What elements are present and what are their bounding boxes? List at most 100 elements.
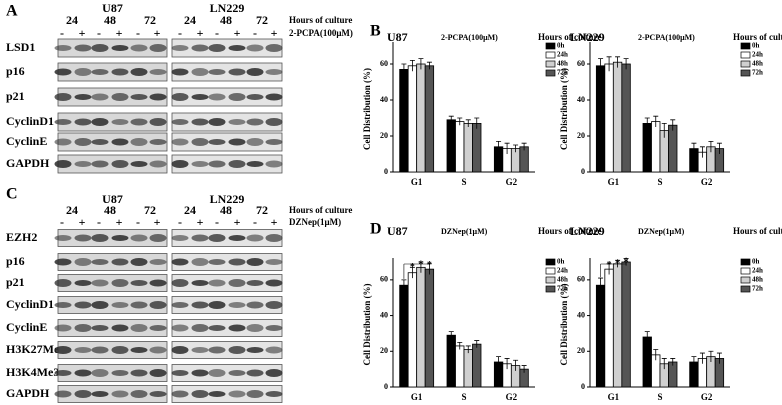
blot-band	[228, 302, 246, 308]
bar	[668, 361, 678, 388]
blot-band	[171, 324, 189, 332]
x-tick-label: S	[461, 392, 466, 402]
bar	[399, 69, 409, 173]
blot-band	[91, 369, 109, 377]
legend-label: 72h	[752, 285, 763, 293]
blot-band	[130, 280, 148, 286]
blot-band	[265, 69, 283, 75]
time-label: 24	[184, 13, 196, 27]
sign-label: -	[97, 215, 101, 229]
blot-band	[111, 279, 129, 287]
error-bar	[691, 356, 697, 368]
panel-letter: A	[6, 3, 18, 20]
error-bar	[409, 266, 415, 279]
blot-band	[130, 301, 148, 309]
blot-band	[54, 390, 72, 398]
blot-band	[228, 370, 246, 376]
bar	[668, 124, 678, 173]
error-bar	[401, 279, 407, 291]
sign-label: -	[253, 26, 257, 40]
blot-band	[265, 118, 283, 126]
blot-band	[265, 279, 283, 287]
blot-band	[265, 160, 283, 168]
blot-band	[149, 234, 167, 242]
legend-swatch	[740, 285, 751, 293]
bar	[612, 263, 623, 388]
sign-label: +	[79, 215, 86, 229]
blot-band	[130, 390, 148, 398]
blot-band	[228, 279, 246, 287]
error-bar	[644, 117, 650, 129]
blot-band	[246, 44, 264, 52]
sign-label: +	[116, 215, 123, 229]
y-tick-label: 60	[380, 59, 388, 68]
bar	[399, 284, 409, 388]
blot-band	[246, 68, 264, 76]
blot-band	[74, 369, 92, 377]
cell-line: LN229	[210, 192, 245, 206]
blot-band	[74, 68, 92, 76]
bar	[595, 65, 606, 173]
blot-band	[208, 234, 226, 242]
x-tick-label: G1	[411, 177, 423, 187]
error-bar	[716, 352, 722, 364]
error-bar	[598, 58, 604, 73]
blot-band	[74, 161, 92, 167]
legend-swatch	[545, 285, 556, 293]
blot-band	[171, 138, 189, 146]
error-bar	[496, 356, 502, 368]
blot-band	[149, 44, 167, 52]
blot-band	[208, 44, 226, 52]
error-bar	[457, 117, 463, 126]
cell-line: U87	[102, 192, 123, 206]
blot-band	[74, 301, 92, 309]
hours-label: Hours of culture	[289, 15, 352, 25]
blot-band	[191, 258, 209, 266]
blot-band	[149, 69, 167, 75]
blot-band	[74, 324, 92, 332]
error-bar	[504, 142, 510, 154]
error-bar	[409, 60, 415, 72]
blot-band	[228, 390, 246, 398]
legend-swatch	[740, 69, 751, 77]
legend-swatch	[545, 258, 556, 266]
blot-band	[265, 93, 283, 101]
blot-band	[130, 347, 148, 353]
blot-band	[191, 94, 209, 100]
error-bar	[426, 61, 432, 70]
blot-band	[149, 259, 167, 265]
error-bar	[661, 358, 667, 370]
blot-band	[130, 118, 148, 126]
blot-band	[74, 118, 92, 126]
error-bar	[513, 144, 519, 153]
blot-band	[74, 390, 92, 398]
blot-band	[191, 324, 209, 332]
blot-band	[171, 258, 189, 266]
chart-title: U87	[387, 224, 408, 238]
blot-band	[54, 258, 72, 266]
x-tick-label: S	[657, 177, 662, 187]
blot-band	[91, 93, 109, 101]
sign-label: +	[234, 26, 241, 40]
blot-band	[111, 138, 129, 146]
bar	[472, 123, 482, 173]
bar	[642, 123, 652, 173]
legend-title: Hours of culture	[733, 226, 782, 236]
hours-label: Hours of culture	[289, 205, 352, 215]
legend-swatch	[545, 276, 556, 284]
error-bar	[623, 58, 629, 70]
x-tick-label: G2	[506, 392, 518, 402]
blot-band	[208, 391, 226, 397]
blot-band	[54, 119, 72, 125]
significance-mark: *	[427, 260, 432, 271]
error-bar	[465, 345, 471, 354]
blot-band	[171, 390, 189, 398]
blot-band	[91, 160, 109, 168]
legend-label: 0h	[557, 42, 565, 50]
error-bar	[708, 141, 714, 153]
blot-band	[228, 68, 246, 76]
treatment-label: DZNep(1μM)	[289, 217, 341, 227]
blot-band	[91, 69, 109, 75]
sign-label: +	[234, 215, 241, 229]
sign-label: -	[253, 215, 257, 229]
